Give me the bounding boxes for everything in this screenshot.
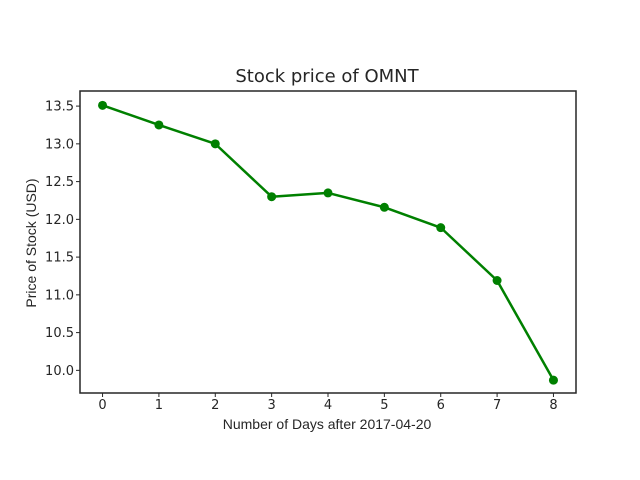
x-tick-label: 0	[98, 398, 106, 413]
data-point	[436, 223, 446, 233]
y-tick-label: 11.5	[45, 251, 74, 266]
series-group	[98, 100, 558, 385]
data-point	[98, 100, 108, 110]
x-tick-label: 4	[324, 398, 332, 413]
x-tick-label: 7	[493, 398, 501, 413]
y-tick-label: 10.0	[45, 364, 74, 379]
y-tick-label: 12.5	[45, 175, 74, 190]
y-axis: 10.0 10.5 11.0 11.5 12.0 12.5 13.0 13.5	[45, 100, 80, 379]
data-point	[492, 276, 502, 286]
data-point	[548, 375, 558, 385]
y-axis-label: Price of Stock (USD)	[23, 178, 39, 307]
plot-frame	[79, 90, 577, 394]
x-tick-label: 2	[211, 398, 219, 413]
y-tick-label: 11.0	[45, 288, 74, 303]
chart-title: Stock price of OMNT	[235, 66, 419, 87]
y-tick-label: 13.5	[45, 100, 74, 115]
series-line	[102, 104, 555, 381]
x-axis: 0 1 2 3 4 5 6 7 8	[98, 393, 558, 413]
x-tick-label: 3	[267, 398, 275, 413]
data-point	[379, 202, 389, 212]
y-tick-label: 10.5	[45, 326, 74, 341]
data-point	[210, 139, 220, 149]
x-tick-label: 5	[380, 398, 388, 413]
data-point	[323, 188, 333, 198]
x-axis-label: Number of Days after 2017-04-20	[223, 416, 432, 432]
y-tick-label: 13.0	[45, 137, 74, 152]
y-tick-label: 12.0	[45, 213, 74, 228]
x-tick-label: 8	[549, 398, 557, 413]
data-point	[154, 120, 164, 130]
data-point	[267, 192, 277, 202]
x-tick-label: 6	[437, 398, 445, 413]
x-tick-label: 1	[155, 398, 163, 413]
